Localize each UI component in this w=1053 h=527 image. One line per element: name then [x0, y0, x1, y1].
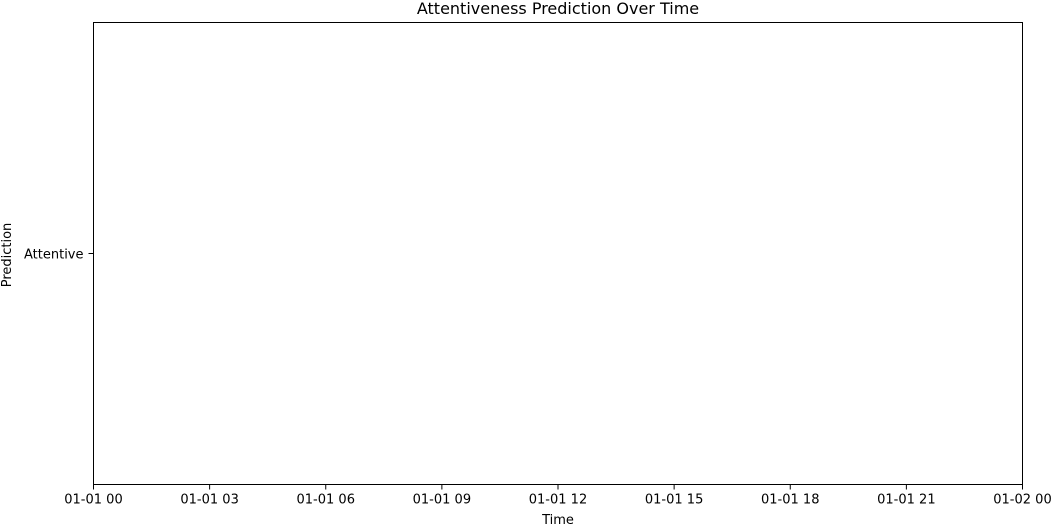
chart-title: Attentiveness Prediction Over Time — [417, 0, 699, 18]
x-tick-label: 01-01 12 — [529, 493, 587, 508]
plot-area — [93, 22, 1023, 485]
x-tick-label: 01-01 09 — [413, 493, 471, 508]
x-tick-label: 01-01 21 — [877, 493, 935, 508]
x-tick-label: 01-01 18 — [761, 493, 819, 508]
x-tick-label: 01-02 00 — [993, 493, 1051, 508]
x-tick-label: 01-01 06 — [297, 493, 355, 508]
x-tick-label: 01-01 00 — [64, 493, 122, 508]
x-axis-label: Time — [541, 513, 574, 527]
x-axis: 01-01 00 01-01 03 01-01 06 01-01 09 01-01 12… — [64, 484, 1052, 508]
x-tick-label: 01-01 03 — [180, 493, 238, 508]
y-axis-label: Prediction — [0, 223, 15, 288]
y-tick-label: Attentive — [24, 248, 84, 263]
x-tick-label: 01-01 15 — [645, 493, 703, 508]
y-axis: Attentive — [24, 248, 94, 263]
